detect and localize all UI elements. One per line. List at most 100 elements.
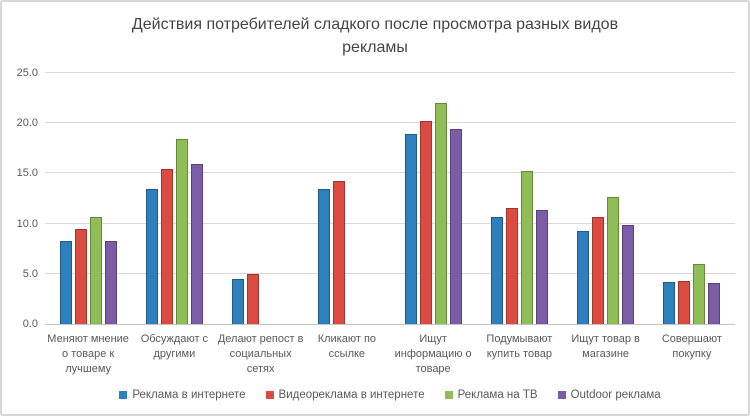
x-axis: Меняют мнение о товаре к лучшему Обсуждаю… <box>45 332 735 377</box>
legend-item-label: Outdoor реклама <box>570 389 661 401</box>
bar-slot <box>59 73 72 324</box>
x-axis-category-label: Кликают по ссылке <box>317 333 377 360</box>
chart-title-line1: Действия потребителей сладкого после про… <box>131 16 619 33</box>
bar-slot <box>333 73 346 324</box>
x-axis-category-label: Ищут информацию о товаре <box>394 333 472 375</box>
bar-slot <box>693 73 706 324</box>
plot-area <box>45 72 735 325</box>
gridline <box>45 272 735 274</box>
bar-group <box>131 73 217 324</box>
bar-slot <box>247 73 260 324</box>
bar-group <box>563 73 649 324</box>
x-axis-category-label: Меняют мнение о товаре к лучшему <box>47 333 129 375</box>
bar <box>592 216 605 324</box>
legend-item-label: Видеореклама в интернете <box>278 389 425 401</box>
bar <box>89 216 102 324</box>
bar <box>190 164 203 324</box>
x-axis-category-label: Обсуждают с другими <box>140 333 209 360</box>
x-axis-category-label: Делают репост в социальных сетях <box>217 333 304 375</box>
bar-slot <box>505 73 518 324</box>
bar-slot <box>232 73 245 324</box>
chart-title-line2: рекламы <box>342 39 408 56</box>
x-axis-category-label: Подумывают купить товар <box>486 333 553 360</box>
bar-slot <box>607 73 620 324</box>
bar <box>678 280 691 324</box>
legend-color-swatch <box>119 391 128 399</box>
bar-group <box>476 73 562 324</box>
bar-group <box>304 73 390 324</box>
bar <box>535 209 548 324</box>
bar-slot <box>535 73 548 324</box>
bar <box>449 129 462 324</box>
bar <box>175 139 188 324</box>
x-axis-category-label: Совершают покупку <box>661 333 722 360</box>
legend-color-swatch <box>557 391 566 399</box>
bar-slot <box>145 73 158 324</box>
bar <box>232 278 245 324</box>
bar <box>520 171 533 324</box>
y-axis: 0.0 5.0 10.0 15.0 20.0 25.0 <box>2 67 38 330</box>
bar <box>505 207 518 324</box>
bar-group <box>45 73 131 324</box>
bar-slot <box>89 73 102 324</box>
bar <box>104 240 117 324</box>
bar <box>434 103 447 324</box>
bar-slot <box>348 73 360 324</box>
bar-slot <box>490 73 503 324</box>
bar-slot <box>104 73 117 324</box>
bar-slot <box>404 73 417 324</box>
bar <box>419 121 432 324</box>
legend-item: Реклама в интернете <box>119 389 246 401</box>
bar <box>318 189 331 324</box>
bar-slot <box>434 73 447 324</box>
bar <box>74 228 87 324</box>
bar-slot <box>190 73 203 324</box>
gridline <box>45 222 735 224</box>
bar-slot <box>577 73 590 324</box>
bar-slot <box>520 73 533 324</box>
bar-group <box>390 73 476 324</box>
y-axis-tick-label: 0.0 <box>22 318 38 330</box>
legend-color-swatch <box>265 391 274 399</box>
bar-slot <box>592 73 605 324</box>
bar-slot <box>277 73 289 324</box>
bar <box>663 281 676 324</box>
bar-slot <box>318 73 331 324</box>
y-axis-tick-label: 15.0 <box>16 167 38 180</box>
gridline <box>45 172 735 174</box>
x-axis-category-label: Ищут товар в магазине <box>571 333 640 360</box>
bar <box>607 196 620 324</box>
y-axis-tick-label: 5.0 <box>22 267 38 280</box>
bar-group <box>649 73 735 324</box>
legend-item: Outdoor реклама <box>557 389 661 401</box>
bar-slot <box>262 73 274 324</box>
bar-slot <box>363 73 375 324</box>
bar-slot <box>449 73 462 324</box>
bar <box>708 282 721 324</box>
bar-slot <box>419 73 432 324</box>
bar <box>333 181 346 324</box>
bar <box>59 240 72 324</box>
legend-item-label: Реклама на ТВ <box>457 389 538 401</box>
legend-item: Реклама на ТВ <box>444 389 538 401</box>
bar <box>577 230 590 324</box>
legend-item-label: Реклама в интернете <box>132 389 246 401</box>
bar-slot <box>160 73 173 324</box>
bar-slot <box>74 73 87 324</box>
bar-slot <box>663 73 676 324</box>
bar <box>145 189 158 324</box>
legend: Реклама в интернете Видеореклама в интерн… <box>45 389 735 401</box>
bar-slot <box>678 73 691 324</box>
bar <box>490 216 503 324</box>
y-axis-tick-label: 20.0 <box>16 117 38 130</box>
gridline <box>45 122 735 124</box>
bar <box>404 134 417 324</box>
bar-slot <box>708 73 721 324</box>
bar-group <box>218 73 304 324</box>
legend-item: Видеореклама в интернете <box>265 389 425 401</box>
bar-slot <box>175 73 188 324</box>
gridline <box>45 72 735 73</box>
bar <box>160 169 173 324</box>
bar-slot <box>622 73 635 324</box>
